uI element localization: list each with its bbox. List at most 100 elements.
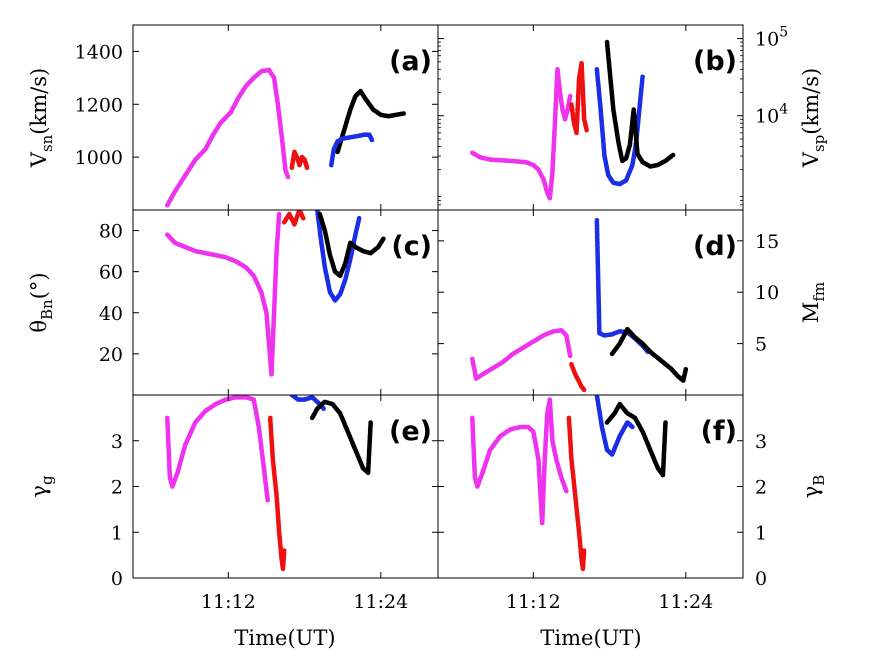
y-axis-label-b: Vsp(km/s) [799, 68, 828, 168]
panel-label-f: (f) [701, 416, 737, 447]
data-point [584, 127, 589, 133]
data-point [281, 548, 287, 553]
series-red-d [569, 361, 587, 393]
y-tick-label: 1400 [75, 41, 123, 63]
series-magenta-f [470, 397, 569, 526]
panel-label-e: (e) [389, 416, 432, 447]
panel-c: 20 40 60 80 (c) θBn(°) [27, 209, 439, 396]
series-blue-b [594, 67, 645, 187]
panel-e: 0 1 2 3 (e) γg 11:12 11:24 [27, 394, 439, 613]
x-axis-label-right: Time(UT) [540, 626, 641, 650]
series-blue-a [329, 132, 375, 168]
data-point [368, 420, 373, 425]
series-blue-d [594, 218, 650, 355]
series-red-b [569, 60, 589, 136]
y-tick-label: 0 [755, 568, 767, 590]
panel-a: 1000 1200 1400 (a) Vsn(km/s) [27, 24, 439, 211]
series-red-c [281, 210, 306, 227]
y-tick-label: 40 [99, 303, 123, 325]
series-blue-c [315, 210, 362, 303]
y-tick-label: 0 [111, 568, 123, 590]
y-tick-label: 3 [755, 431, 767, 453]
data-point [640, 74, 645, 80]
series-black-c [317, 211, 386, 279]
panel-label-c: (c) [391, 231, 432, 262]
y-tick-label: 15 [755, 231, 779, 253]
y-tick-label: 1 [111, 522, 123, 544]
y-tick-label: 10 [755, 282, 779, 304]
x-axis-label-left: Time(UT) [234, 626, 335, 650]
series-red-e [268, 415, 287, 572]
panel-label-d: (d) [693, 231, 737, 262]
y-tick-label: 3 [111, 431, 123, 453]
x-tick-label: 11:12 [201, 591, 256, 613]
series-red-f [566, 415, 587, 572]
series-black-d [609, 326, 689, 383]
y-tick-label: 1200 [75, 94, 123, 116]
series-black-a [335, 88, 407, 155]
panel-label-a: (a) [389, 46, 432, 77]
panel-f-frame [437, 394, 744, 579]
data-point [630, 424, 635, 430]
data-point [381, 236, 386, 242]
y-tick-label: 5 [755, 334, 767, 356]
panel-a-data [165, 67, 407, 208]
panel-label-b: (b) [693, 46, 737, 77]
series-blue-f [594, 395, 635, 457]
data-point [564, 488, 569, 494]
data-point [683, 367, 689, 372]
panel-c-data [165, 210, 386, 377]
data-point [663, 420, 668, 425]
data-point [567, 93, 573, 99]
axis-labels: Time(UT) Time(UT) [234, 626, 641, 650]
y-tick-label: 1000 [75, 147, 123, 169]
data-point [285, 174, 291, 180]
data-point [301, 215, 306, 221]
y-axis-label-a: Vsn(km/s) [27, 68, 56, 168]
series-black-e [309, 399, 373, 476]
y-axis-label-c: θBn(°) [27, 272, 56, 332]
panel-b: 104 105 (b) Vsp(km/s) [437, 24, 828, 211]
panel-e-data [165, 395, 373, 572]
y-tick-label: 2 [755, 477, 767, 499]
series-black-f [604, 401, 668, 478]
y-tick-label: 20 [99, 344, 123, 366]
data-point [356, 215, 362, 221]
data-point [670, 152, 676, 158]
y-axis-label-d: Mfm [799, 282, 828, 323]
y-tick-label: 60 [99, 262, 123, 284]
x-tick-label: 11:24 [353, 591, 408, 613]
series-magenta-a [165, 67, 291, 208]
y-tick-label: 80 [99, 221, 123, 243]
panel-b-data [470, 39, 676, 201]
panel-d: 5 10 15 (d) Mfm [437, 209, 828, 396]
series-red-a [289, 149, 310, 170]
y-axis-label-e: γg [27, 475, 56, 498]
x-tick-label: 11:12 [506, 591, 561, 613]
y-tick-label: 105 [755, 25, 788, 51]
data-point [401, 111, 407, 116]
data-point [581, 387, 587, 393]
y-axis-label-f: γB [799, 475, 828, 499]
y-tick-label: 2 [111, 477, 123, 499]
data-point [276, 211, 282, 217]
panel-d-data [470, 218, 689, 393]
data-point [581, 548, 587, 553]
panel-f: 0 1 2 3 (f) γB 11:12 11:24 [437, 394, 828, 613]
y-tick-label: 1 [755, 522, 767, 544]
series-magenta-e [165, 395, 271, 503]
panel-f-data [470, 395, 668, 572]
data-point [567, 353, 573, 359]
series-black-b [604, 39, 676, 169]
y-tick-label: 104 [755, 102, 788, 128]
series-magenta-d [470, 328, 573, 381]
data-point [369, 137, 375, 143]
x-tick-label: 11:24 [658, 591, 713, 613]
data-point [304, 165, 310, 170]
series-magenta-b [470, 67, 573, 201]
data-point [265, 497, 271, 503]
series-magenta-c [165, 211, 282, 377]
data-point [321, 406, 326, 412]
